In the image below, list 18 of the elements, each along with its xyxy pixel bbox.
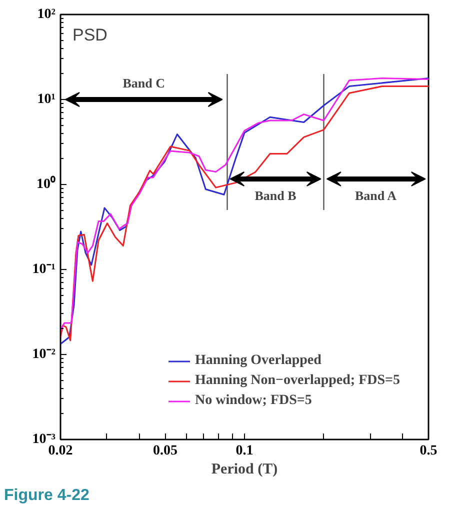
- y-tick-label: 10⁻¹: [32, 262, 56, 277]
- caption: Figure 4-22: [4, 486, 90, 506]
- x-tick-label: 0.05: [153, 444, 178, 458]
- annotation: Band A: [354, 188, 398, 203]
- annotation: Band C: [122, 76, 166, 90]
- x-tick-label: 0.5: [420, 444, 438, 458]
- text: PSD: [72, 26, 108, 44]
- legend-label: No window; FDS=5: [195, 393, 312, 409]
- y-tick-label: 10¹: [37, 92, 56, 107]
- y-tick-label: 10²: [37, 7, 56, 22]
- x-tick-label: 0.1: [236, 444, 254, 458]
- x-tick-label: 0.02: [48, 444, 73, 458]
- y-tick-label: 10⁻²: [32, 347, 56, 362]
- y-tick-label: 10⁰: [36, 175, 56, 192]
- annotation: Band B: [254, 188, 297, 203]
- x-axis-title: Period (T): [211, 462, 278, 478]
- legend-label: Hanning Non−overlapped; FDS=5: [195, 373, 400, 389]
- legend-label: Hanning Overlapped: [195, 353, 322, 369]
